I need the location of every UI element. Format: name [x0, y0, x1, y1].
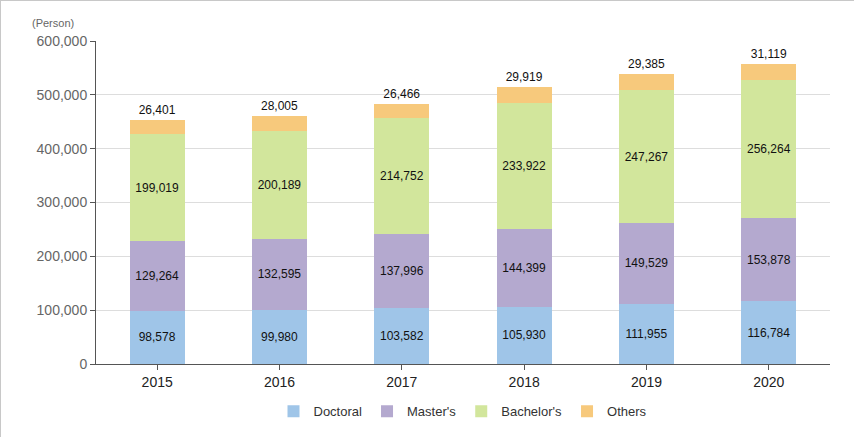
svg-text:233,922: 233,922	[502, 159, 546, 173]
svg-text:400,000: 400,000	[37, 141, 88, 157]
svg-text:2020: 2020	[753, 374, 784, 390]
svg-text:153,878: 153,878	[747, 253, 791, 267]
svg-text:0: 0	[79, 356, 87, 372]
svg-text:200,189: 200,189	[258, 178, 302, 192]
svg-text:(Person): (Person)	[32, 17, 74, 29]
svg-text:Others: Others	[607, 404, 647, 419]
svg-text:Bachelor's: Bachelor's	[501, 404, 562, 419]
svg-text:26,466: 26,466	[383, 87, 420, 101]
svg-text:105,930: 105,930	[502, 328, 546, 342]
svg-text:100,000: 100,000	[37, 302, 88, 318]
svg-text:137,996: 137,996	[380, 264, 424, 278]
svg-text:29,385: 29,385	[628, 57, 665, 71]
svg-text:Master's: Master's	[407, 404, 456, 419]
svg-text:2015: 2015	[142, 374, 173, 390]
svg-text:600,000: 600,000	[37, 33, 88, 49]
svg-text:2016: 2016	[264, 374, 295, 390]
svg-text:214,752: 214,752	[380, 169, 424, 183]
svg-text:2018: 2018	[509, 374, 540, 390]
svg-text:28,005: 28,005	[261, 99, 298, 113]
svg-text:256,264: 256,264	[747, 142, 791, 156]
svg-text:26,401: 26,401	[139, 103, 176, 117]
svg-text:199,019: 199,019	[135, 181, 179, 195]
svg-text:200,000: 200,000	[37, 248, 88, 264]
svg-text:300,000: 300,000	[37, 194, 88, 210]
svg-text:111,955: 111,955	[626, 327, 668, 341]
svg-text:Doctoral: Doctoral	[314, 404, 363, 419]
svg-text:132,595: 132,595	[258, 267, 302, 281]
svg-text:129,264: 129,264	[135, 269, 179, 283]
svg-text:247,267: 247,267	[625, 150, 669, 164]
svg-text:29,919: 29,919	[506, 70, 543, 84]
svg-text:116,784: 116,784	[747, 326, 790, 340]
svg-text:2017: 2017	[386, 374, 417, 390]
svg-text:98,578: 98,578	[139, 330, 176, 344]
svg-text:103,582: 103,582	[380, 329, 424, 343]
svg-text:144,399: 144,399	[502, 261, 546, 275]
svg-text:99,980: 99,980	[261, 330, 298, 344]
svg-text:2019: 2019	[631, 374, 662, 390]
svg-text:500,000: 500,000	[37, 87, 88, 103]
svg-text:149,529: 149,529	[625, 256, 669, 270]
svg-text:31,119: 31,119	[751, 47, 787, 61]
